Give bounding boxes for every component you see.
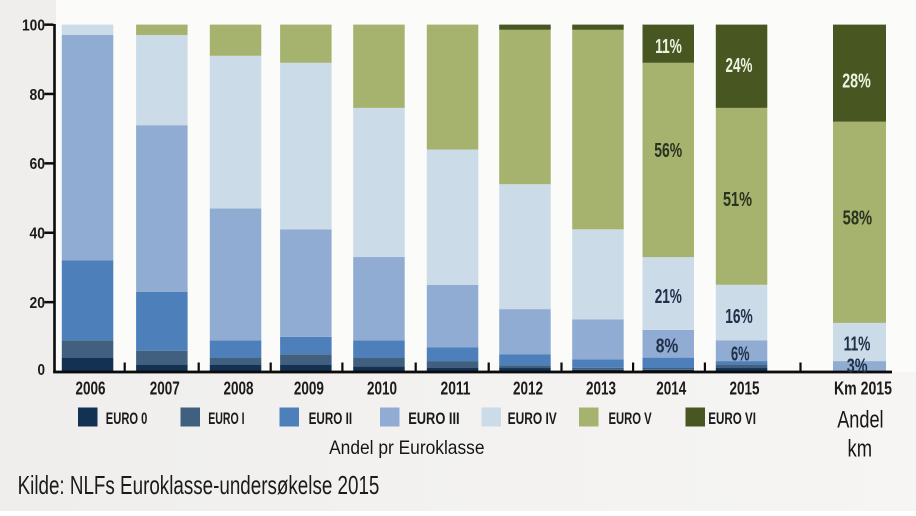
svg-text:EURO I: EURO I bbox=[208, 409, 244, 428]
svg-text:EURO V: EURO V bbox=[609, 409, 653, 428]
svg-text:6%: 6% bbox=[731, 344, 750, 366]
svg-text:2015: 2015 bbox=[730, 379, 760, 399]
svg-text:24%: 24% bbox=[726, 55, 753, 77]
svg-text:80: 80 bbox=[30, 87, 46, 104]
svg-text:2014: 2014 bbox=[656, 379, 686, 399]
svg-text:2010: 2010 bbox=[367, 379, 397, 399]
svg-text:8%: 8% bbox=[656, 335, 679, 357]
svg-text:Kilde: NLFs Euroklasse-undersø: Kilde: NLFs Euroklasse-undersøkelse 2015 bbox=[18, 470, 380, 500]
svg-text:28%: 28% bbox=[842, 71, 871, 93]
svg-text:11%: 11% bbox=[844, 334, 871, 356]
svg-text:51%: 51% bbox=[723, 189, 752, 211]
svg-text:EURO VI: EURO VI bbox=[708, 409, 756, 428]
svg-text:Km 2015: Km 2015 bbox=[834, 379, 892, 399]
svg-text:EURO IV: EURO IV bbox=[508, 409, 558, 428]
svg-text:2007: 2007 bbox=[150, 379, 180, 399]
svg-text:11%: 11% bbox=[655, 36, 682, 58]
svg-text:100: 100 bbox=[22, 17, 45, 34]
svg-text:60: 60 bbox=[30, 156, 46, 173]
svg-text:3%: 3% bbox=[847, 356, 868, 378]
svg-text:Andel: Andel bbox=[837, 407, 883, 434]
svg-text:20: 20 bbox=[30, 295, 46, 312]
svg-text:2013: 2013 bbox=[586, 379, 616, 399]
svg-text:km: km bbox=[848, 436, 873, 463]
svg-text:EURO III: EURO III bbox=[408, 409, 459, 428]
svg-text:58%: 58% bbox=[843, 208, 873, 230]
svg-text:2006: 2006 bbox=[76, 379, 106, 399]
svg-text:2009: 2009 bbox=[294, 379, 324, 399]
svg-text:2011: 2011 bbox=[441, 379, 471, 399]
svg-text:2008: 2008 bbox=[224, 379, 254, 399]
svg-text:0: 0 bbox=[38, 362, 46, 379]
svg-text:16%: 16% bbox=[725, 306, 753, 328]
svg-text:21%: 21% bbox=[655, 286, 682, 308]
svg-text:2012: 2012 bbox=[513, 379, 543, 399]
svg-text:EURO II: EURO II bbox=[309, 409, 353, 428]
svg-text:40: 40 bbox=[30, 226, 46, 243]
svg-text:EURO 0: EURO 0 bbox=[106, 409, 148, 428]
svg-text:Andel pr Euroklasse: Andel pr Euroklasse bbox=[329, 437, 484, 459]
svg-text:56%: 56% bbox=[654, 140, 682, 162]
